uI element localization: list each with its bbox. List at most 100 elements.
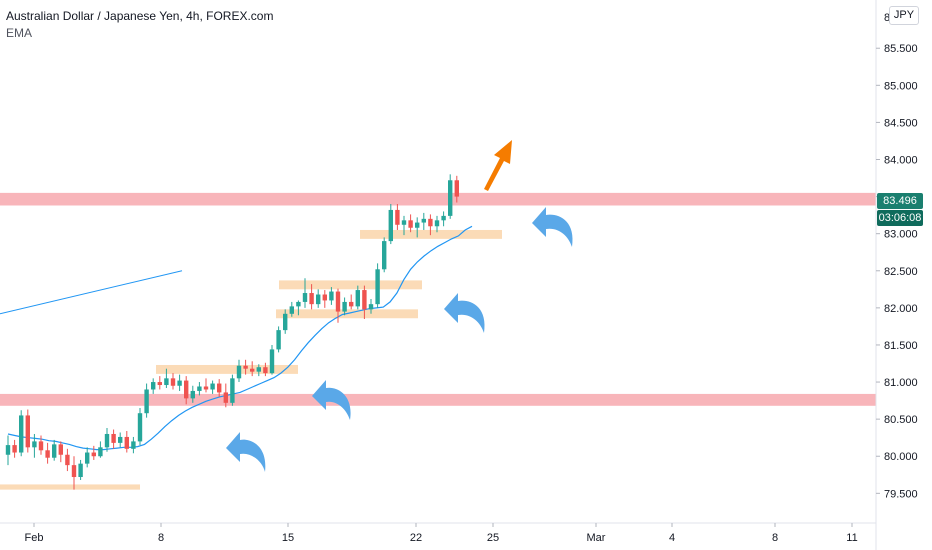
price-tick-label: 84.000 [884,154,918,166]
target-arrow-icon [484,140,512,191]
candle-body [131,441,136,449]
candle[interactable] [118,432,123,448]
candle[interactable] [289,301,294,317]
candle[interactable] [454,175,459,203]
candle[interactable] [448,174,453,219]
candle[interactable] [157,376,162,390]
candle[interactable] [276,326,281,353]
candle[interactable] [12,439,17,458]
candle[interactable] [111,429,116,449]
candle[interactable] [5,435,11,466]
candle[interactable] [223,383,228,408]
candle[interactable] [329,287,334,305]
ema-indicator-label[interactable]: EMA [6,26,33,40]
candle[interactable] [250,361,255,377]
candle[interactable] [177,374,182,391]
candle[interactable] [236,359,242,383]
candle[interactable] [137,408,143,446]
support-zone[interactable] [156,364,298,374]
bounce-arrow-icon [532,207,573,247]
candle[interactable] [421,212,426,230]
symbol-title[interactable]: Australian Dollar / Japanese Yen, 4h, FO… [6,9,274,23]
candle[interactable] [243,359,248,375]
candle[interactable] [263,362,268,377]
candle[interactable] [296,300,301,316]
candle[interactable] [151,378,156,394]
candle[interactable] [78,459,83,480]
candle[interactable] [164,368,169,388]
candle[interactable] [302,278,308,308]
support-zone[interactable] [360,229,502,239]
candle[interactable] [375,263,380,308]
candle[interactable] [203,378,209,393]
price-tick-label: 82.500 [884,266,918,278]
candle[interactable] [322,290,327,308]
zones-layer [0,192,876,490]
candle[interactable] [91,445,96,460]
candle[interactable] [38,435,44,455]
candle[interactable] [395,204,400,230]
candle-body [395,209,400,225]
candle[interactable] [25,409,30,453]
candle[interactable] [71,456,77,490]
candle[interactable] [197,382,202,396]
candle[interactable] [52,439,57,461]
candle[interactable] [98,441,103,458]
resistance-zone[interactable] [0,393,876,406]
candle[interactable] [428,214,433,236]
candle[interactable] [144,383,149,418]
candle-body [230,378,235,403]
time-tick-label: 22 [410,532,422,544]
candle[interactable] [355,285,360,310]
candle[interactable] [388,204,393,245]
candle[interactable] [65,448,70,472]
candle[interactable] [45,442,50,464]
candle[interactable] [32,433,37,458]
candle-body [250,368,255,372]
candle-body [124,436,129,449]
candle[interactable] [58,441,63,463]
candle-body [111,433,116,443]
currency-badge[interactable]: JPY [889,6,919,25]
candle[interactable] [401,215,407,236]
candle[interactable] [349,294,354,310]
candle[interactable] [19,410,24,457]
candle[interactable] [190,385,195,403]
candle[interactable] [230,374,235,406]
candle[interactable] [362,285,367,319]
candle[interactable] [131,436,136,454]
candle[interactable] [309,284,314,310]
candle[interactable] [104,428,110,452]
candle-body [98,447,103,457]
candle-body [401,220,407,225]
countdown-tag: 03:06:08 [877,210,923,226]
support-zone[interactable] [0,484,140,490]
candle[interactable] [269,344,275,375]
candle[interactable] [217,379,222,397]
candle[interactable] [210,380,215,394]
candle[interactable] [170,373,176,390]
candle[interactable] [415,217,420,238]
time-axis: Feb 8 15 22 25 Mar 4 8 11 [25,523,858,544]
candle[interactable] [316,289,321,308]
candle[interactable] [85,447,90,468]
price-tick-label: 79.500 [884,488,918,500]
candle[interactable] [335,288,341,323]
resistance-zone[interactable] [0,192,876,206]
candle[interactable] [408,214,413,233]
candle[interactable] [368,298,374,314]
candle[interactable] [382,237,387,273]
candle[interactable] [283,309,288,334]
support-zone[interactable] [279,280,422,290]
candle[interactable] [256,364,261,377]
candle[interactable] [184,376,189,405]
candle[interactable] [441,211,446,227]
candle-body [19,415,24,453]
candle[interactable] [342,297,347,316]
candle[interactable] [434,215,440,233]
time-tick-label: 11 [846,532,857,544]
time-tick-label: 4 [669,532,675,544]
candle-body [217,383,222,393]
candle[interactable] [124,431,129,453]
